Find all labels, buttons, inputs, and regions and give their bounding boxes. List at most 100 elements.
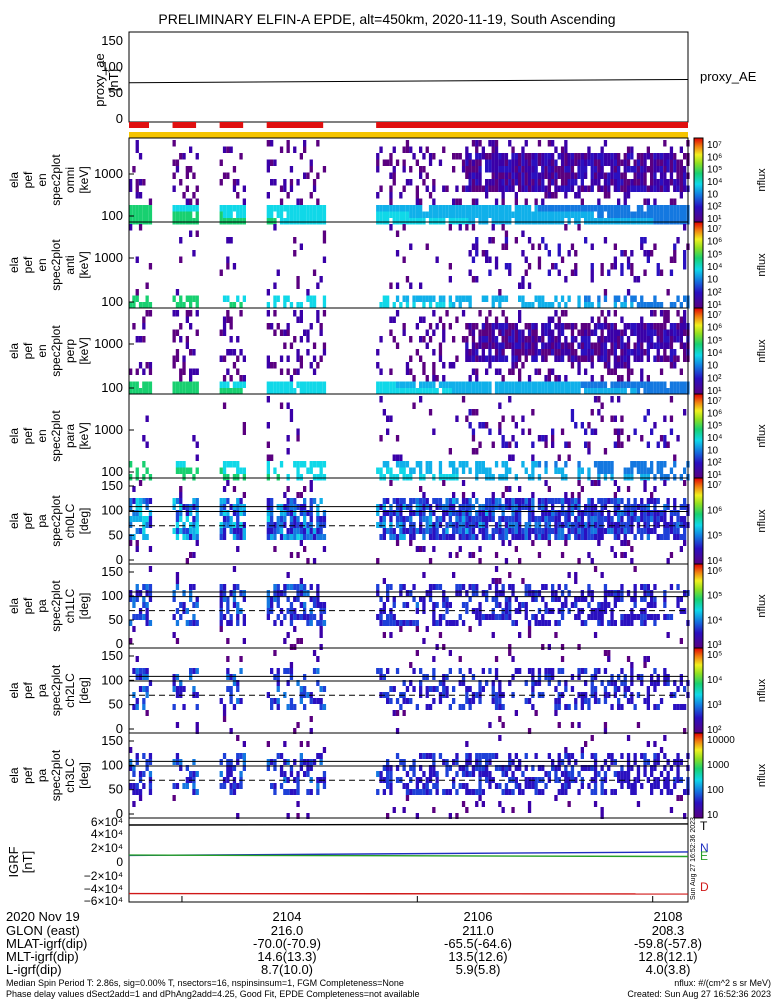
spectrogram-cell <box>455 218 458 225</box>
spectrogram-cell <box>306 522 309 528</box>
spectrogram-cell <box>518 173 521 180</box>
spectrogram-cell <box>243 356 246 363</box>
spectrogram-cell <box>640 534 643 540</box>
spectrogram-cell <box>236 382 239 389</box>
spectrogram-cell <box>505 558 508 564</box>
spectrogram-cell <box>233 263 236 270</box>
spectrogram-cell <box>472 166 475 173</box>
spectrogram-cell <box>270 510 273 516</box>
spectrogram-cell <box>220 522 223 528</box>
spectrogram-cell <box>607 336 610 343</box>
spectrogram-cell <box>627 205 630 212</box>
spectrogram-cell <box>505 789 508 795</box>
spectrogram-cell <box>230 516 233 522</box>
colorbar-tick-label: 10⁶ <box>707 566 722 577</box>
spectrogram-cell <box>535 343 538 350</box>
spectrogram-cell <box>465 356 468 363</box>
spectrogram-cell <box>515 205 518 212</box>
spectrogram-cell <box>267 455 270 462</box>
spectrogram-cell <box>515 777 518 783</box>
spectrogram-cell <box>475 382 478 389</box>
spectrogram-cell <box>640 356 643 363</box>
spectrogram-cell <box>597 186 600 193</box>
spectrogram-cell <box>472 343 475 350</box>
spectrogram-cell <box>610 382 613 389</box>
spectrogram-cell <box>604 237 607 244</box>
annot-l-3: 4.0(3.8) <box>646 962 691 977</box>
spectrogram-cell <box>236 369 239 376</box>
spectrogram-cell <box>604 498 607 504</box>
spectrogram-cell <box>627 179 630 186</box>
spectrogram-cell <box>650 461 653 468</box>
spectrogram-cell <box>548 160 551 167</box>
spectrogram-cell <box>488 498 491 504</box>
spectrogram-cell <box>485 343 488 350</box>
spectrogram-cell <box>653 205 656 212</box>
spectrogram-cell <box>396 231 399 238</box>
ylabel-line: ela <box>7 767 21 783</box>
spectrogram-cell <box>432 783 435 789</box>
spectrogram-cell <box>306 173 309 180</box>
spectrogram-cell <box>182 218 185 225</box>
spectrogram-cell <box>449 522 452 528</box>
spectrogram-cell <box>624 614 627 620</box>
spectrogram-cell <box>617 498 620 504</box>
spectrogram-cell <box>429 153 432 160</box>
colorbar-tick-label: 10⁴ <box>707 675 722 686</box>
spectrogram-cell <box>303 173 306 180</box>
pa-ch2-panel: 150100500ela pef pa spec2plot ch2LC [deg]10⁵1… <box>7 648 768 736</box>
spectrogram-cell <box>422 296 425 303</box>
spectrogram-cell <box>396 668 399 674</box>
spectrogram-cell <box>452 205 455 212</box>
spectrogram-cell <box>495 296 498 303</box>
spectrogram-cell <box>306 212 309 219</box>
spectrogram-cell <box>614 310 617 317</box>
spectrogram-cell <box>239 698 242 704</box>
spectrogram-cell <box>176 218 179 225</box>
spectrogram-cell <box>561 257 564 264</box>
spectrogram-cell <box>236 205 239 212</box>
spectrogram-cell <box>581 323 584 330</box>
spectrogram-cell <box>270 522 273 528</box>
spectrogram-cell <box>630 166 633 173</box>
spectrogram-cell <box>432 375 435 382</box>
spectrogram-cell <box>647 336 650 343</box>
spectrogram-cell <box>243 218 246 225</box>
spectrogram-cell <box>680 795 683 801</box>
spectrogram-cell <box>538 369 541 376</box>
spectrogram-cell <box>283 668 286 674</box>
spectrogram-cell <box>310 382 313 389</box>
spectrogram-cell <box>316 584 319 590</box>
spectrogram-cell <box>182 783 185 789</box>
spectrogram-cell <box>189 668 192 674</box>
spectrogram-cell <box>465 323 468 330</box>
spectrogram-cell <box>584 323 587 330</box>
spectrogram-cell <box>502 516 505 522</box>
spectrogram-cell <box>376 771 379 777</box>
spectrogram-cell <box>624 620 627 626</box>
spectrogram-cell <box>236 336 239 343</box>
spectrogram-cell <box>300 602 303 608</box>
spectrogram-cell <box>310 468 313 475</box>
spectrogram-cell <box>581 153 584 160</box>
spectrogram-cell <box>624 362 627 369</box>
spectrogram-cell <box>581 698 584 704</box>
spectrogram-cell <box>538 179 541 186</box>
spectrogram-cell <box>293 789 296 795</box>
spectrogram-cell <box>449 602 452 608</box>
spectrogram-cell <box>306 534 309 540</box>
spectrogram-cell <box>492 516 495 522</box>
spectrogram-cell <box>502 435 505 442</box>
spectrogram-cell <box>146 212 149 219</box>
spectrogram-cell <box>670 510 673 516</box>
spectrogram-cell <box>176 753 179 759</box>
spectrogram-cell <box>233 584 236 590</box>
spectrogram-cell <box>568 753 571 759</box>
spectrogram-cell <box>627 435 630 442</box>
spectrogram-cell <box>617 205 620 212</box>
spectrogram-cell <box>192 250 195 257</box>
footer-created: Created: Sun Aug 27 16:52:36 2023 <box>627 989 771 999</box>
spectrogram-cell <box>139 614 142 620</box>
spectrogram-cell <box>614 356 617 363</box>
spectrogram-cell <box>196 522 199 528</box>
